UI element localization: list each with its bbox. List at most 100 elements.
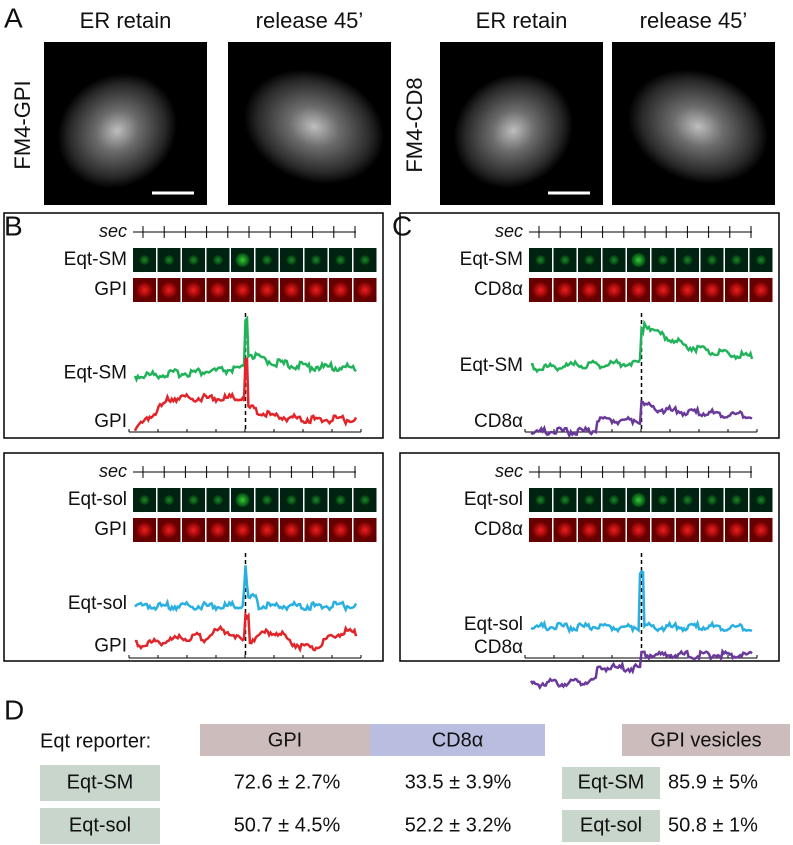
row-label-cell [40, 765, 160, 801]
header-text: GPI [268, 729, 302, 751]
tile-spot [704, 522, 720, 538]
tile-spot [234, 282, 251, 298]
tile-spot [308, 282, 324, 298]
tile-spot [185, 522, 202, 538]
tile-spot [213, 495, 223, 505]
tile-spot [655, 522, 671, 538]
table-value: 52.2 ± 3.2% [405, 814, 512, 836]
tile-spot [658, 255, 668, 265]
tile-spot [161, 282, 177, 298]
tile-spot [164, 255, 174, 265]
trace-label: Eqt-SM [64, 363, 127, 384]
trace-label: Eqt-sol [464, 614, 523, 635]
header-cell [622, 724, 790, 756]
tile-spot [164, 495, 174, 505]
row-label-cell [562, 810, 660, 842]
table-value: 33.5 ± 3.9% [405, 771, 512, 793]
tile-spot [532, 282, 549, 298]
tile-spot [335, 495, 346, 505]
tile-spot [311, 255, 321, 265]
trace [135, 609, 358, 653]
row-label: Eqt-SM [578, 771, 645, 793]
row-label-cell [40, 808, 160, 844]
tile-spot [728, 282, 745, 298]
tile-spot [753, 522, 769, 538]
row-label: Eqt-SM [67, 771, 134, 793]
trace-label: CD8α [474, 637, 523, 658]
trace-label: Eqt-SM [460, 355, 523, 376]
axis-label: sec [495, 461, 523, 481]
row-label: Eqt-sol [580, 814, 642, 836]
row-label: Eqt-sol [69, 814, 131, 836]
tile-label: Eqt-sol [464, 489, 523, 510]
tile-spot [581, 522, 598, 538]
trace [133, 357, 358, 432]
tile-spot [560, 255, 570, 265]
tile-spot [630, 522, 647, 538]
tile-spot [658, 495, 668, 505]
tile-spot [707, 255, 717, 265]
tile-spot [731, 495, 742, 505]
tile-spot [188, 495, 199, 505]
tile-label: Eqt-SM [460, 249, 523, 270]
tile-spot [235, 493, 250, 507]
tile-spot [259, 282, 275, 298]
tile-spot [756, 255, 766, 265]
header-text: GPI vesicles [650, 729, 761, 751]
tile-label: CD8α [474, 519, 523, 540]
trace-label: GPI [94, 411, 127, 432]
tile-spot [679, 522, 696, 538]
tile-spot [631, 253, 646, 267]
cell-shape [243, 69, 385, 184]
panel-letter: A [4, 2, 23, 33]
trace-label: CD8α [474, 411, 523, 432]
trace-label: GPI [94, 635, 127, 656]
tile-spot [584, 255, 595, 265]
axis-label: sec [99, 461, 127, 481]
tile-spot [283, 282, 300, 298]
table-value: 50.8 ± 1% [668, 814, 758, 836]
header-text: CD8α [432, 729, 484, 751]
trace-label: Eqt-sol [68, 593, 127, 614]
image-title: ER retain [476, 8, 568, 33]
tile-spot [136, 282, 153, 298]
axis-label: sec [99, 221, 127, 241]
tile-spot [161, 522, 177, 538]
tile-spot [535, 495, 546, 505]
tile-spot [679, 282, 696, 298]
panel-letter: B [4, 210, 23, 241]
row-label-cell [562, 767, 660, 799]
tile-label: GPI [94, 519, 127, 540]
row-label: FM4-CD8 [402, 77, 427, 172]
panel-letter: D [4, 694, 24, 725]
tile-spot [655, 282, 671, 298]
tile-label: Eqt-SM [64, 249, 127, 270]
tile-spot [557, 522, 573, 538]
image-title: release 45’ [640, 8, 748, 33]
tile-label: Eqt-sol [68, 489, 127, 510]
panel-frame [399, 452, 780, 662]
tile-spot [682, 495, 693, 505]
tile-spot [756, 495, 766, 505]
tile-spot [210, 282, 226, 298]
cell-shape [57, 73, 178, 189]
tile-spot [707, 495, 717, 505]
tile-spot [731, 255, 742, 265]
tile-spot [259, 522, 275, 538]
tile-spot [360, 255, 370, 265]
cell-shape [453, 73, 574, 189]
tile-spot [335, 255, 346, 265]
tile-spot [188, 255, 199, 265]
tile-spot [557, 282, 573, 298]
tile-spot [682, 255, 693, 265]
tile-spot [704, 282, 720, 298]
header-cell [370, 724, 545, 756]
table-value: 72.6 ± 2.7% [234, 771, 341, 793]
tile-spot [584, 495, 595, 505]
tile-spot [535, 255, 546, 265]
tile-label: GPI [94, 279, 127, 300]
tile-spot [185, 282, 202, 298]
tile-spot [286, 495, 297, 505]
tile-spot [235, 253, 250, 267]
tile-spot [606, 282, 622, 298]
